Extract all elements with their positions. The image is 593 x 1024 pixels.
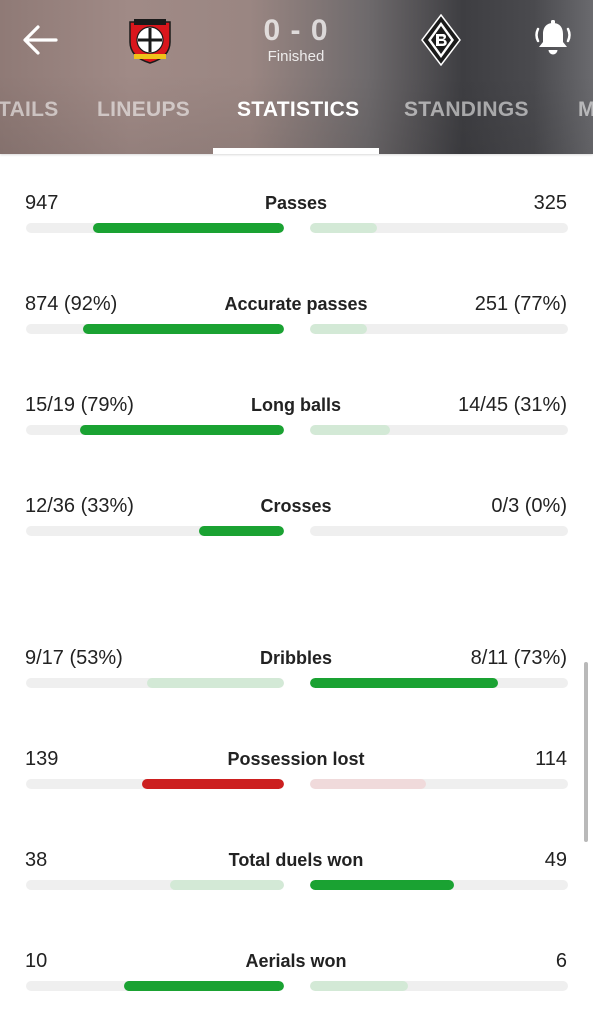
- stat-row: 947 Passes 325: [0, 192, 593, 252]
- stat-label: Accurate passes: [224, 294, 368, 314]
- stat-label: Crosses: [260, 496, 332, 516]
- stat-row: 15/19 (79%) Long balls 14/45 (31%): [0, 394, 593, 454]
- away-bar-track: [310, 981, 568, 991]
- home-value: 9/17 (53%): [25, 647, 123, 669]
- away-value: 6: [555, 950, 567, 972]
- home-bar-track: [26, 223, 284, 233]
- away-bar-fill: [310, 880, 455, 890]
- away-bar-track: [310, 779, 568, 789]
- home-value: 15/19 (79%): [25, 394, 134, 416]
- home-bar-fill: [80, 425, 284, 435]
- away-bar-fill: [310, 678, 499, 688]
- away-bar-track: [310, 324, 568, 334]
- borussia-monchengladbach-crest-icon: [421, 13, 461, 67]
- away-bar-track: [310, 425, 568, 435]
- arrow-left-icon: [23, 25, 58, 55]
- home-bar-fill: [198, 526, 284, 536]
- away-bar-track: [310, 880, 568, 890]
- tab-more[interactable]: M: [578, 98, 593, 121]
- stat-label: Long balls: [251, 395, 341, 415]
- home-bar-track: [26, 779, 284, 789]
- home-value: 10: [25, 950, 48, 972]
- tab-standings[interactable]: STANDINGS: [404, 98, 529, 121]
- home-bar-fill: [124, 981, 284, 991]
- away-bar-fill: [310, 324, 367, 334]
- active-tab-indicator: [213, 148, 379, 154]
- stat-row: 139 Possession lost 114: [0, 748, 593, 808]
- away-team-crest[interactable]: [421, 13, 461, 67]
- away-value: 0/3 (0%): [491, 495, 567, 517]
- home-bar-track: [26, 425, 284, 435]
- away-bar-track: [310, 678, 568, 688]
- home-value: 947: [25, 192, 59, 214]
- home-bar-fill: [93, 223, 284, 233]
- away-bar-fill: [310, 223, 378, 233]
- home-bar-track: [26, 981, 284, 991]
- home-team-crest[interactable]: [126, 16, 174, 64]
- home-bar-track: [26, 678, 284, 688]
- bayer-leverkusen-crest-icon: [129, 19, 171, 64]
- stat-label: Possession lost: [227, 749, 365, 769]
- away-value: 49: [544, 849, 567, 871]
- away-value: 8/11 (73%): [470, 647, 567, 669]
- match-header: 0 - 0 Finished: [0, 0, 593, 154]
- away-value: 251 (77%): [474, 293, 567, 315]
- home-value: 874 (92%): [25, 293, 118, 315]
- away-bar-fill: [310, 425, 390, 435]
- stat-label: Aerials won: [245, 951, 347, 971]
- statistics-list: 947 Passes 325 874 (92%) Accurate passes…: [0, 154, 593, 1024]
- stat-row: 12/36 (33%) Crosses 0/3 (0%): [0, 495, 593, 555]
- notification-button[interactable]: [532, 18, 574, 60]
- match-score: 0 - 0: [263, 14, 329, 47]
- away-value: 14/45 (31%): [458, 394, 567, 416]
- home-bar-fill: [170, 880, 284, 890]
- home-bar-fill: [142, 779, 284, 789]
- home-bar-fill: [147, 678, 284, 688]
- match-tabs: TAILS LINEUPS STATISTICS STANDINGS M: [0, 98, 593, 134]
- away-bar-fill: [310, 779, 427, 789]
- away-bar-fill: [310, 981, 409, 991]
- match-status: Finished: [267, 48, 325, 65]
- home-value: 12/36 (33%): [25, 495, 134, 517]
- home-bar-fill: [82, 324, 284, 334]
- stat-row: 38 Total duels won 49: [0, 849, 593, 909]
- home-bar-track: [26, 880, 284, 890]
- stat-label: Dribbles: [259, 648, 333, 668]
- tab-details[interactable]: TAILS: [0, 98, 59, 121]
- away-value: 325: [533, 192, 567, 214]
- stat-row: 874 (92%) Accurate passes 251 (77%): [0, 293, 593, 353]
- home-bar-track: [26, 324, 284, 334]
- back-button[interactable]: [20, 20, 60, 60]
- away-bar-track: [310, 526, 568, 536]
- home-bar-track: [26, 526, 284, 536]
- stat-row: 10 Aerials won 6: [0, 950, 593, 1010]
- away-value: 114: [535, 748, 567, 770]
- tab-lineups[interactable]: LINEUPS: [97, 98, 191, 121]
- stat-label: Total duels won: [228, 850, 364, 870]
- stat-label: Passes: [264, 193, 328, 213]
- tab-statistics[interactable]: STATISTICS: [237, 98, 360, 121]
- away-bar-track: [310, 223, 568, 233]
- stat-row: 9/17 (53%) Dribbles 8/11 (73%): [0, 647, 593, 707]
- bell-icon: [535, 20, 571, 55]
- scrollbar[interactable]: [584, 662, 588, 842]
- home-value: 38: [25, 849, 48, 871]
- home-value: 139: [25, 748, 59, 770]
